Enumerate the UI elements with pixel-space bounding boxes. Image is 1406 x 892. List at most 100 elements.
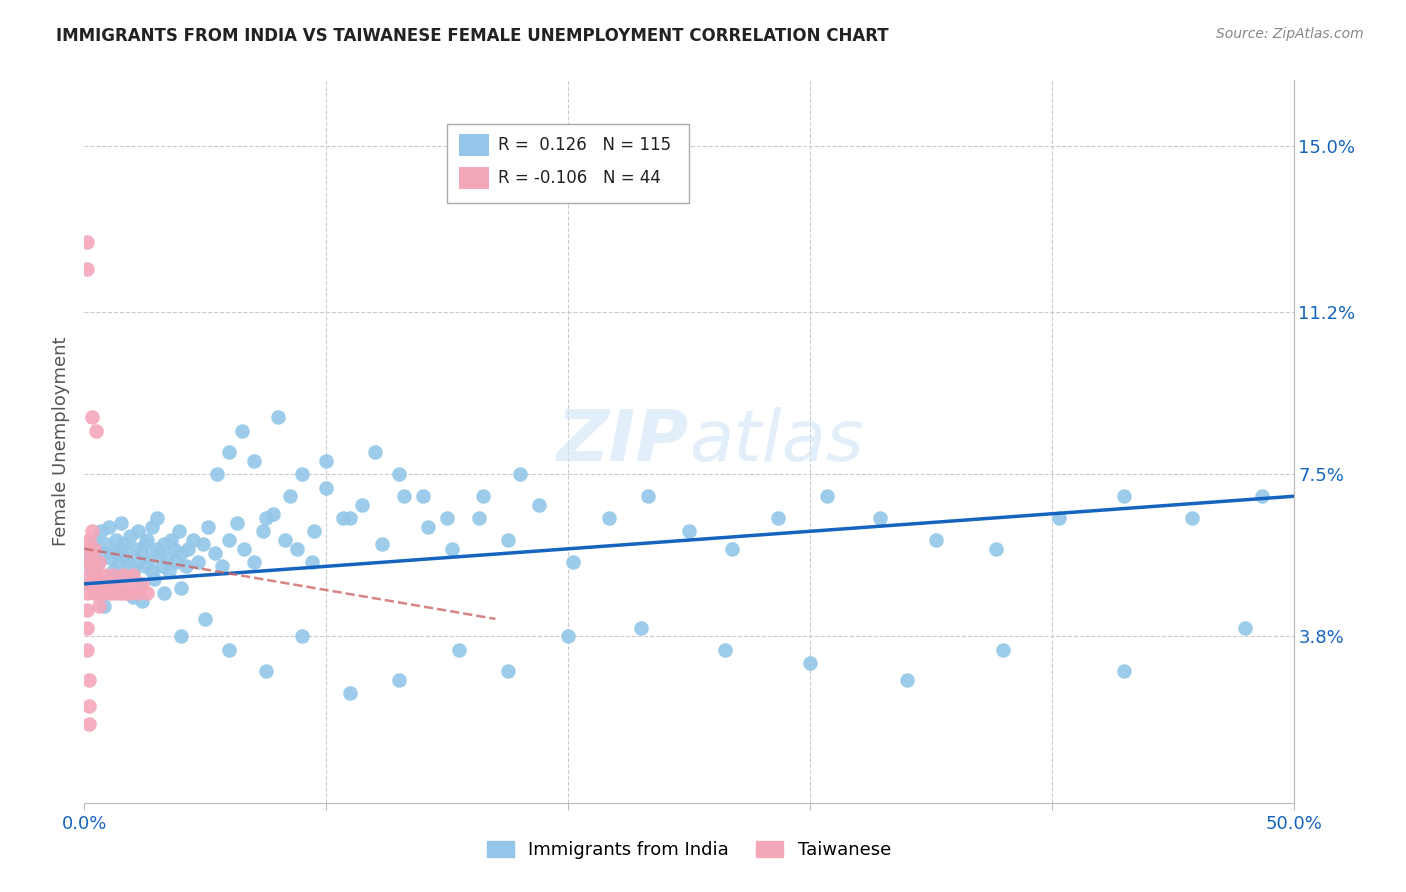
Point (143, 573, 166, 587)
Point (87, 555, 110, 569)
Point (90, 585, 112, 599)
Point (339, 511, 361, 525)
Point (148, 546, 170, 560)
Text: ZIP: ZIP (557, 407, 689, 476)
Point (371, 537, 394, 551)
Point (412, 489, 434, 503)
Point (993, 642, 1015, 657)
Point (984, 541, 1007, 556)
Point (218, 642, 240, 657)
Point (211, 559, 233, 574)
Point (77, 673, 100, 688)
Point (80, 410, 103, 425)
Point (127, 524, 149, 539)
Point (76, 235, 98, 250)
Point (127, 555, 149, 569)
Point (174, 559, 197, 574)
Point (80, 564, 103, 578)
Point (131, 577, 153, 591)
Point (97, 520, 120, 534)
Point (136, 585, 159, 599)
Point (440, 541, 463, 556)
Point (110, 516, 132, 530)
Point (207, 467, 229, 482)
Point (1181, 511, 1204, 525)
Point (90, 577, 112, 591)
Point (254, 511, 277, 525)
Point (204, 546, 226, 560)
Text: IMMIGRANTS FROM INDIA VS TAIWANESE FEMALE UNEMPLOYMENT CORRELATION CHART: IMMIGRANTS FROM INDIA VS TAIWANESE FEMAL… (56, 27, 889, 45)
Point (339, 686, 361, 700)
Point (924, 533, 946, 547)
Point (77, 533, 100, 547)
Point (136, 533, 159, 547)
Point (160, 533, 183, 547)
Point (181, 533, 204, 547)
Point (80, 577, 103, 591)
Point (131, 546, 153, 560)
Point (114, 550, 136, 565)
Point (721, 541, 744, 556)
Point (83, 568, 105, 582)
Point (170, 581, 193, 595)
Point (127, 585, 149, 599)
Point (165, 555, 187, 569)
Point (76, 555, 98, 569)
Point (177, 541, 200, 556)
Point (100, 585, 122, 599)
Point (93, 546, 115, 560)
Point (150, 559, 173, 574)
Point (496, 665, 519, 679)
Point (110, 541, 132, 556)
Point (121, 568, 143, 582)
Point (153, 585, 176, 599)
Point (315, 454, 337, 468)
Point (90, 524, 112, 539)
Point (1047, 511, 1070, 525)
Point (815, 489, 838, 503)
Point (896, 673, 918, 688)
Point (107, 577, 129, 591)
Point (112, 568, 135, 582)
Point (94, 585, 117, 599)
Point (80, 555, 103, 569)
Point (799, 656, 821, 670)
Point (561, 555, 583, 569)
Point (388, 673, 411, 688)
Point (121, 590, 143, 604)
Point (187, 555, 209, 569)
Point (83, 533, 105, 547)
Point (869, 511, 891, 525)
Point (93, 599, 115, 613)
Point (637, 489, 659, 503)
Point (167, 524, 190, 539)
Point (231, 424, 253, 438)
FancyBboxPatch shape (447, 124, 689, 203)
Point (104, 533, 127, 547)
Point (467, 511, 489, 525)
Point (103, 581, 125, 595)
Point (146, 511, 169, 525)
Point (291, 467, 314, 482)
Point (157, 564, 180, 578)
Point (163, 541, 186, 556)
Point (117, 585, 139, 599)
Point (134, 537, 156, 551)
Point (1114, 665, 1136, 679)
Point (225, 516, 247, 530)
Point (87, 599, 110, 613)
Point (83, 541, 105, 556)
Point (218, 533, 240, 547)
Point (120, 585, 142, 599)
Point (557, 629, 579, 643)
Point (76, 603, 98, 617)
Text: Source: ZipAtlas.com: Source: ZipAtlas.com (1216, 27, 1364, 41)
Point (191, 537, 214, 551)
Point (285, 541, 308, 556)
Point (138, 550, 160, 565)
Point (77, 699, 100, 714)
Point (363, 445, 385, 459)
Point (100, 550, 122, 565)
Point (93, 568, 115, 582)
Point (86, 424, 108, 438)
